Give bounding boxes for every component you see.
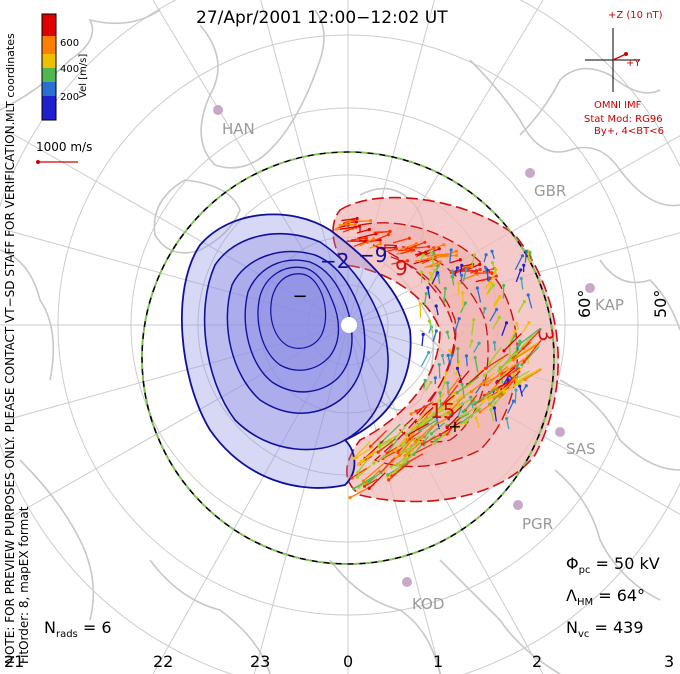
coord-system: MLT coordinates [4, 33, 17, 122]
max-potential-marker: + [448, 417, 461, 436]
imf-condition: By+, 4<BT<6 [594, 126, 664, 137]
colorbar [41, 13, 57, 121]
station-label: KOD [412, 595, 445, 613]
colorbar-tick: 200 [60, 92, 80, 103]
mlt-label: 23 [250, 652, 271, 671]
pole-dot [341, 317, 357, 333]
station-label: SAS [566, 440, 596, 458]
mlt-label: 0 [343, 652, 354, 671]
imf-source: OMNI IMF [594, 100, 642, 111]
contour-label: 9 [395, 256, 408, 280]
n-vc: Nvc = 439 [566, 618, 644, 641]
mlt-label: 22 [153, 652, 174, 671]
mlt-label: 2 [532, 652, 543, 671]
colorbar-tick: 600 [60, 38, 80, 49]
contour-label: −9 [358, 243, 387, 267]
vector-scale-icon [36, 160, 78, 164]
imf-y-label: +Y [626, 58, 641, 69]
station-markers [213, 105, 595, 587]
contour-label: −2 [320, 249, 349, 273]
colorbar-tick: 400 [60, 64, 80, 75]
station-label: PGR [522, 515, 554, 533]
negative-potential-cell [181, 213, 412, 489]
mlt-label: 21 [4, 652, 25, 671]
latitude-label: 60° [575, 290, 594, 318]
station-label: GBR [534, 182, 567, 200]
n-rads: Nrads = 6 [44, 618, 112, 641]
preview-note: NOTE: FOR PREVIEW PURPOSES ONLY. PLEASE … [3, 122, 17, 665]
contour-label: 3 [533, 327, 559, 344]
heppner-maynard-boundary-dash [141, 151, 555, 565]
contour-label: 15 [430, 399, 455, 423]
latitude-label: 50° [651, 290, 670, 318]
imf-clock-icon [585, 28, 640, 92]
mlt-label: 3 [664, 652, 675, 671]
colorbar-label: Vel [m/s] [78, 54, 89, 98]
positive-potential-cell [332, 196, 559, 503]
imf-z-label: +Z (10 nT) [608, 10, 663, 21]
map-title: 27/Apr/2001 12:00−12:02 UT [196, 8, 448, 28]
phi-pc: Φpc = 50 kV [566, 554, 660, 577]
station-label: KAP [595, 296, 624, 314]
vector-scale-label: 1000 m/s [36, 140, 93, 154]
lambda-hm: ΛHM = 64° [566, 586, 646, 609]
min-potential-marker: − [292, 286, 307, 307]
station-label: HAN [222, 120, 255, 138]
imf-model: Stat Mod: RG96 [584, 114, 663, 125]
velocity-vectors [334, 216, 542, 500]
mlt-label: 1 [433, 652, 444, 671]
fit-order: FitOrder: 8, mapEX format [17, 506, 31, 664]
